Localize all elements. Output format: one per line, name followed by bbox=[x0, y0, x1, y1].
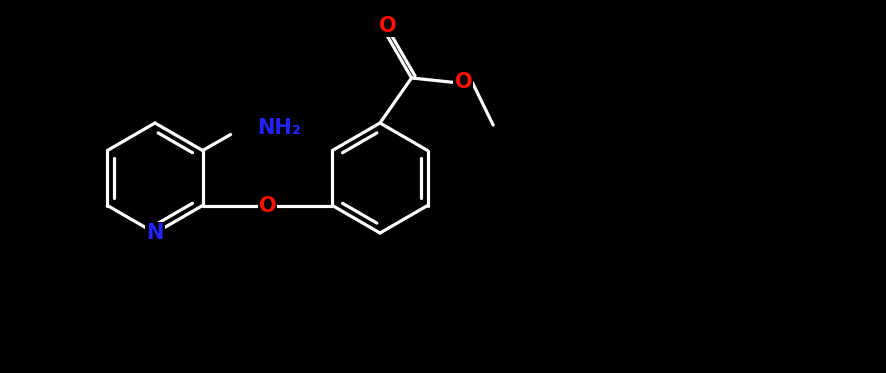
Text: O: O bbox=[378, 16, 396, 37]
Text: NH₂: NH₂ bbox=[257, 119, 300, 138]
Text: O: O bbox=[455, 72, 472, 93]
Text: O: O bbox=[259, 195, 276, 216]
Text: N: N bbox=[146, 223, 164, 243]
